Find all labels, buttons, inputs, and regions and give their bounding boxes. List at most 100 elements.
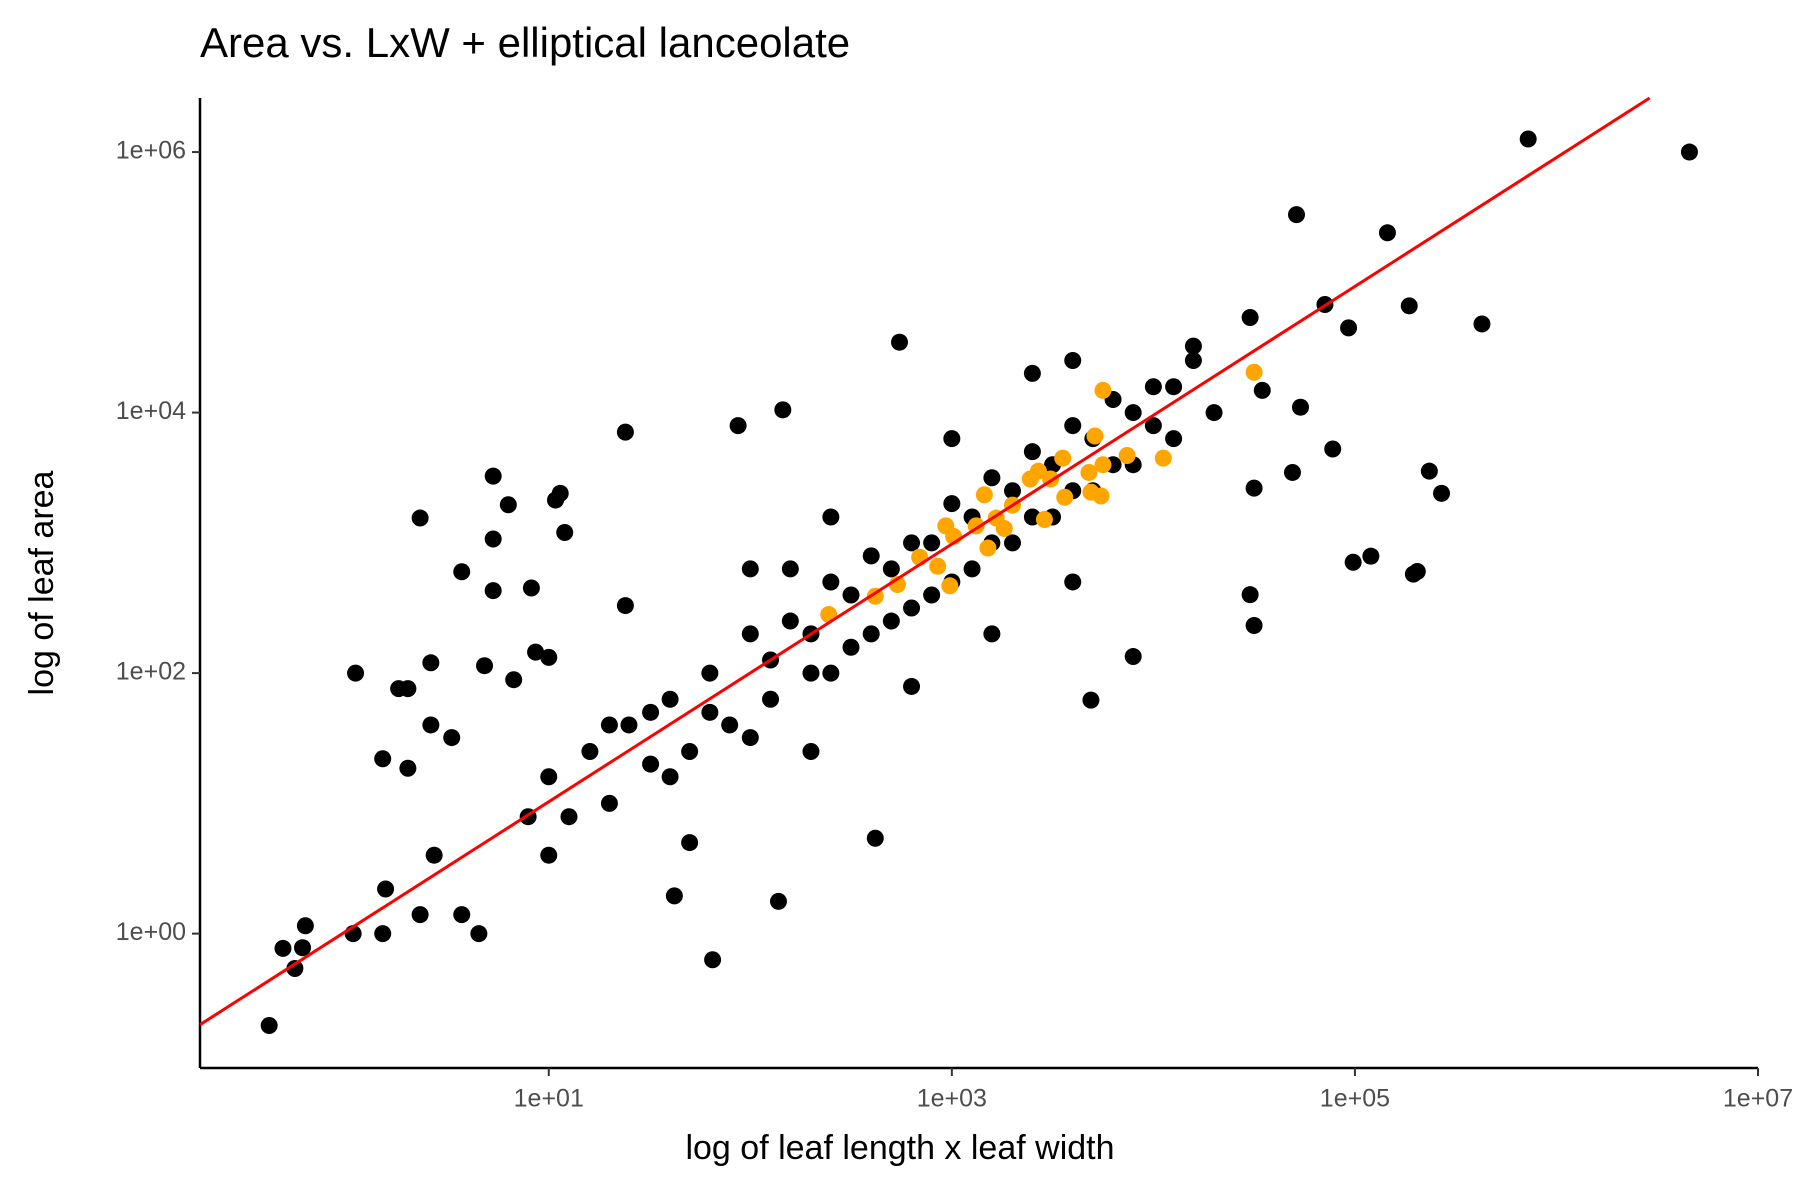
point xyxy=(1092,487,1110,505)
point xyxy=(411,906,429,924)
point xyxy=(923,586,941,604)
point xyxy=(704,951,722,969)
chart-title: Area vs. LxW + elliptical lanceolate xyxy=(200,19,850,66)
point xyxy=(1340,319,1358,337)
point xyxy=(822,508,840,526)
point xyxy=(377,880,395,898)
point xyxy=(822,664,840,682)
point xyxy=(1144,417,1162,435)
point xyxy=(600,716,618,734)
point xyxy=(1378,224,1396,242)
point xyxy=(470,925,488,943)
point xyxy=(1094,456,1112,474)
point xyxy=(762,690,780,708)
point xyxy=(903,599,921,617)
point xyxy=(741,625,759,643)
point xyxy=(1064,417,1082,435)
point xyxy=(781,612,799,630)
point xyxy=(1023,443,1041,461)
point xyxy=(741,560,759,578)
point xyxy=(822,573,840,591)
point xyxy=(1124,404,1142,422)
point xyxy=(1245,479,1263,497)
point xyxy=(399,759,417,777)
point xyxy=(1029,462,1047,480)
point xyxy=(802,664,820,682)
x-axis-label: log of leaf length x leaf width xyxy=(685,1129,1114,1167)
point xyxy=(681,834,699,852)
point xyxy=(701,703,719,721)
point xyxy=(1283,463,1301,481)
point xyxy=(642,755,660,773)
point xyxy=(1433,484,1451,502)
x-tick-label: 1e+05 xyxy=(1320,1085,1390,1113)
point xyxy=(1080,463,1098,481)
point xyxy=(1056,488,1074,506)
point xyxy=(522,579,540,597)
point xyxy=(882,612,900,630)
point xyxy=(1118,447,1136,465)
point xyxy=(774,401,792,419)
point xyxy=(983,469,1001,487)
point xyxy=(374,750,392,768)
point xyxy=(286,959,304,977)
point xyxy=(1035,511,1053,529)
point xyxy=(620,716,638,734)
point xyxy=(802,743,820,761)
point xyxy=(1241,586,1259,604)
point xyxy=(1082,691,1100,709)
point xyxy=(1420,462,1438,480)
point xyxy=(975,486,993,504)
point xyxy=(1680,143,1698,161)
point xyxy=(1094,381,1112,399)
point xyxy=(1287,206,1305,224)
point xyxy=(891,333,909,351)
point xyxy=(616,597,634,615)
point xyxy=(476,657,494,675)
point xyxy=(581,743,599,761)
point xyxy=(1519,130,1537,148)
point xyxy=(556,524,574,542)
point xyxy=(862,625,880,643)
point xyxy=(422,654,440,672)
point xyxy=(1362,547,1380,565)
point xyxy=(1205,404,1223,422)
point xyxy=(1324,440,1342,458)
point xyxy=(1408,562,1426,580)
point xyxy=(499,496,517,514)
point xyxy=(681,743,699,761)
point xyxy=(1184,337,1202,355)
point xyxy=(701,664,719,682)
point xyxy=(769,892,787,910)
point xyxy=(505,671,523,689)
point xyxy=(1023,364,1041,382)
point xyxy=(1473,315,1491,333)
y-tick-label: 1e+02 xyxy=(116,658,186,686)
y-axis-label: log of leaf area xyxy=(23,470,61,695)
y-tick-label: 1e+04 xyxy=(116,397,186,425)
point xyxy=(1241,308,1259,326)
point xyxy=(1344,553,1362,571)
point xyxy=(540,846,558,864)
point xyxy=(260,1017,278,1035)
point xyxy=(862,547,880,565)
point xyxy=(1245,616,1263,634)
point xyxy=(616,423,634,441)
point xyxy=(1154,449,1172,467)
x-tick-label: 1e+07 xyxy=(1723,1085,1793,1113)
point xyxy=(1004,534,1022,552)
point xyxy=(1184,352,1202,370)
point xyxy=(842,586,860,604)
y-tick-label: 1e+00 xyxy=(116,918,186,946)
point xyxy=(983,625,1001,643)
point xyxy=(721,716,739,734)
point xyxy=(374,925,392,943)
point xyxy=(995,519,1013,537)
point xyxy=(903,677,921,695)
point xyxy=(1291,398,1309,416)
y-tick-label: 1e+06 xyxy=(116,137,186,165)
point xyxy=(1064,573,1082,591)
point xyxy=(941,577,959,595)
point xyxy=(484,467,502,485)
